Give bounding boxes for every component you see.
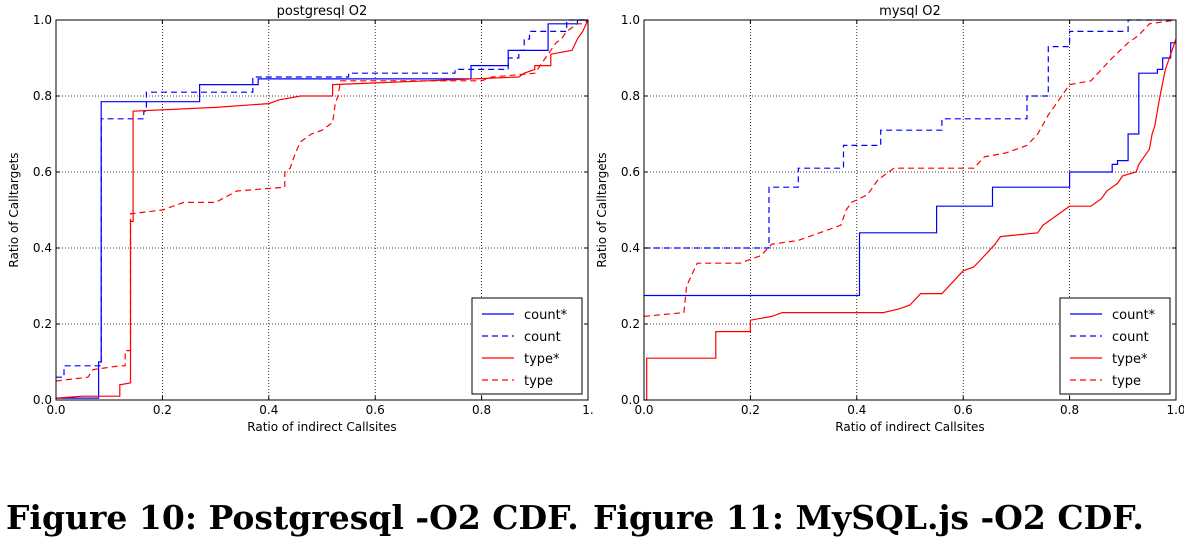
x-tick-label: 1.0 <box>1166 403 1184 417</box>
plot-frame <box>643 19 1177 401</box>
x-tick-label: 0.2 <box>741 403 760 417</box>
series-line-count <box>644 19 1176 249</box>
series-line-count-star <box>644 42 1176 297</box>
y-tick-label: 0.2 <box>33 317 52 331</box>
x-tick-label: 0.4 <box>259 403 278 417</box>
series-line-type <box>56 19 589 382</box>
y-axis-label: Ratio of Calltargets <box>595 152 609 267</box>
series-line-type-star <box>56 19 589 399</box>
legend-entry: count* <box>524 308 568 323</box>
y-axis-label: Ratio of Calltargets <box>7 152 21 267</box>
y-tick-label: 0.0 <box>621 393 640 407</box>
y-tick-label: 0.8 <box>621 89 640 103</box>
chart-2: 0.0 0.2 0.4 0.6 0.8 1.0 0.0 0.2 0.4 0.6 0.8 1.0 mysq… <box>595 4 1184 434</box>
chart-1: 0.0 0.2 0.4 0.6 0.8 1. 0.0 0.2 0.4 0.6 0.8 1.0 postg… <box>7 4 594 434</box>
cdf-charts: 0.0 0.2 0.4 0.6 0.8 1. 0.0 0.2 0.4 0.6 0.8 1.0 postg… <box>7 4 1184 434</box>
series-line-type-star <box>644 38 1177 401</box>
chart-title: postgresql O2 <box>277 4 368 19</box>
x-tick-label: 0.8 <box>472 403 491 417</box>
legend: count* count type* type <box>1059 297 1171 395</box>
legend-entry: type <box>1112 374 1141 389</box>
x-tick-label: 0.6 <box>954 403 973 417</box>
legend: count* count type* type <box>471 297 583 395</box>
legend-entry: count* <box>1112 308 1156 323</box>
y-tick-label: 0.8 <box>33 89 52 103</box>
series-line-count <box>56 19 588 378</box>
y-tick-label: 1.0 <box>621 13 640 27</box>
x-axis-label: Ratio of indirect Callsites <box>835 420 984 434</box>
figure-caption-10: Figure 10: Postgresql -O2 CDF. <box>6 498 579 537</box>
legend-entry: count <box>1112 330 1149 345</box>
y-tick-label: 0.0 <box>33 393 52 407</box>
x-axis-label: Ratio of indirect Callsites <box>247 420 396 434</box>
x-tick-label: 0.6 <box>366 403 385 417</box>
y-tick-label: 0.6 <box>621 165 640 179</box>
y-tick-label: 1.0 <box>33 13 52 27</box>
y-tick-label: 0.4 <box>621 241 640 255</box>
plot-frame <box>55 19 589 401</box>
x-tick-label: 1. <box>582 403 593 417</box>
y-tick-label: 0.6 <box>33 165 52 179</box>
figure-caption-11: Figure 11: MySQL.js -O2 CDF. <box>593 498 1144 537</box>
legend-entry: type* <box>1112 352 1148 367</box>
y-tick-label: 0.2 <box>621 317 640 331</box>
chart-title: mysql O2 <box>879 4 941 19</box>
x-tick-label: 0.0 <box>634 403 653 417</box>
x-tick-label: 0.8 <box>1060 403 1079 417</box>
legend-entry: type* <box>524 352 560 367</box>
x-tick-label: 0.2 <box>153 403 172 417</box>
series-line-type <box>644 19 1177 317</box>
legend-entry: type <box>524 374 553 389</box>
x-tick-label: 0.0 <box>46 403 65 417</box>
legend-entry: count <box>524 330 561 345</box>
x-tick-label: 0.4 <box>847 403 866 417</box>
y-tick-label: 0.4 <box>33 241 52 255</box>
